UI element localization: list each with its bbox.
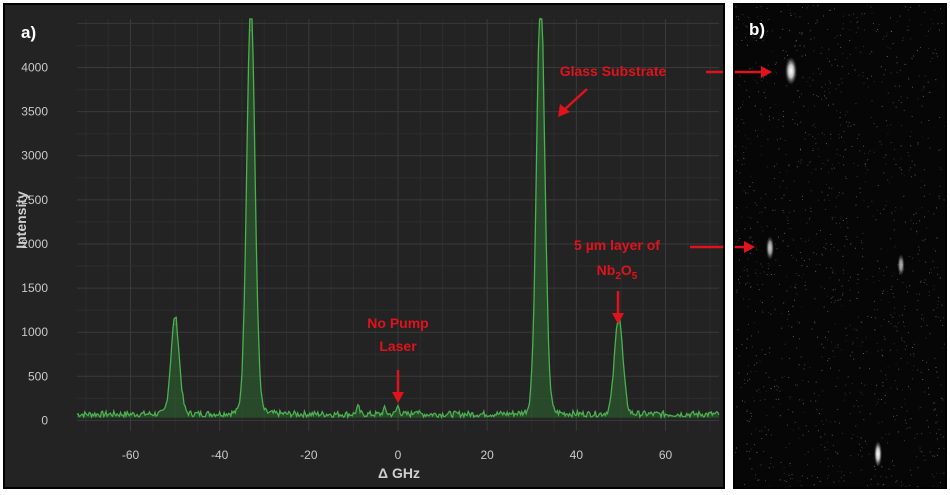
y-tick-label: 3500 bbox=[21, 105, 48, 119]
x-tick-label: 20 bbox=[480, 448, 494, 462]
spectrum-line bbox=[76, 17, 720, 420]
x-tick-label: -20 bbox=[300, 448, 318, 462]
image-noise bbox=[735, 5, 945, 487]
panel-a-label: a) bbox=[21, 23, 36, 42]
x-tick-labels: -60 -40 -20 0 20 40 60 bbox=[122, 448, 673, 462]
x-axis-title: Δ GHz bbox=[378, 465, 420, 481]
peak-point-1 bbox=[174, 323, 176, 325]
arrow-glass-substrate bbox=[558, 88, 588, 117]
annotation-layer-line1: 5 µm layer of bbox=[574, 237, 660, 253]
panel-b-label: b) bbox=[749, 20, 765, 39]
x-tick-label: 0 bbox=[395, 448, 402, 462]
x-tick-label: 60 bbox=[659, 448, 673, 462]
formula-o: O bbox=[621, 262, 632, 278]
y-tick-label: 2500 bbox=[21, 193, 48, 207]
annotation-glass-substrate: Glass Substrate bbox=[560, 63, 667, 79]
formula-sub-2: 2 bbox=[615, 271, 621, 282]
bright-spot-layer-left bbox=[766, 236, 774, 260]
y-tick-label: 2000 bbox=[21, 237, 48, 251]
brillouin-spectrum-chart: -60 -40 -20 0 20 40 60 0 500 1000 1500 2000 2500 300… bbox=[13, 17, 723, 481]
bright-spot-glass-substrate bbox=[785, 57, 797, 85]
y-tick-label: 0 bbox=[41, 413, 48, 427]
spectrum-trace bbox=[76, 18, 720, 420]
y-tick-label: 1500 bbox=[21, 281, 48, 295]
spectrum-panel: -60 -40 -20 0 20 40 60 0 500 1000 1500 2000 2500 300… bbox=[3, 3, 725, 489]
y-tick-label: 3000 bbox=[21, 149, 48, 163]
y-tick-label: 1000 bbox=[21, 325, 48, 339]
microscope-image-panel: b) bbox=[733, 3, 947, 489]
bright-spot-bottom bbox=[874, 441, 882, 467]
x-tick-label: -60 bbox=[122, 448, 140, 462]
arrow-layer-down bbox=[612, 291, 624, 324]
microscope-image: b) bbox=[735, 5, 945, 487]
arrow-no-pump bbox=[392, 370, 404, 403]
formula-nb: Nb bbox=[597, 262, 616, 278]
x-tick-label: -40 bbox=[211, 448, 229, 462]
grid bbox=[77, 19, 719, 431]
annotation-no-pump-line2: Laser bbox=[379, 338, 417, 354]
formula-sub-5: 5 bbox=[632, 271, 638, 282]
bright-spot-layer-right bbox=[897, 254, 905, 276]
arrow-layer-tip bbox=[735, 241, 755, 253]
y-tick-labels: 0 500 1000 1500 2000 2500 3000 3500 4000 bbox=[21, 61, 48, 428]
x-tick-label: 40 bbox=[570, 448, 584, 462]
peak-point-3 bbox=[540, 17, 542, 19]
y-tick-label: 500 bbox=[28, 369, 48, 383]
y-tick-label: 4000 bbox=[21, 61, 48, 75]
y-axis-title: Intensity bbox=[13, 191, 29, 249]
peak-point-2 bbox=[250, 29, 252, 31]
annotation-no-pump-line1: No Pump bbox=[367, 315, 428, 331]
annotation-layer-formula: Nb2O5 bbox=[597, 262, 638, 282]
arrow-glass-substrate-tip bbox=[735, 66, 772, 78]
